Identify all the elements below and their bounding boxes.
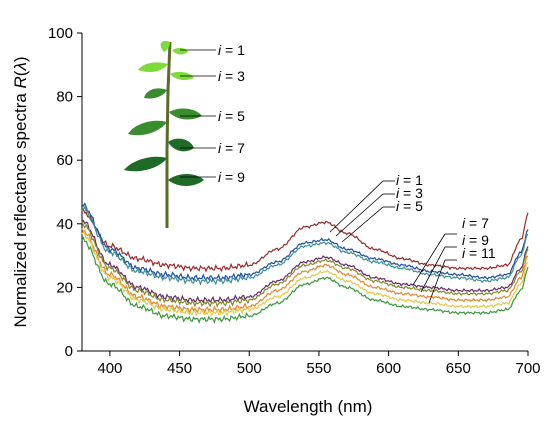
plant-label-value: = 9 <box>221 169 245 185</box>
x-tick-label: 500 <box>237 360 262 377</box>
x-tick-label: 550 <box>306 360 331 377</box>
plant-label-index: i <box>218 169 222 185</box>
spectrum-line-i5 <box>81 205 529 286</box>
callout-label-value: = 7 <box>465 215 489 231</box>
axes: 0 20 40 60 80 100 400 450 500 550 600 650 700 <box>48 25 541 377</box>
callout-label: i = 1 <box>396 172 423 188</box>
y-tick-label: 40 <box>56 216 73 233</box>
leaf-icon <box>124 156 167 172</box>
callout-leader <box>329 180 384 233</box>
plant-label: i = 5 <box>218 108 245 124</box>
spectrum-line-i11 <box>81 236 529 324</box>
leaf-icon <box>172 47 188 55</box>
callout-label: i = 5 <box>396 198 423 214</box>
leaf-icon <box>169 108 202 120</box>
callout-label-value: = 11 <box>465 245 496 261</box>
leaf-icon <box>138 62 168 72</box>
stem-icon <box>165 41 172 228</box>
x-axis-title: Wavelength (nm) <box>244 397 373 416</box>
callout-leader <box>341 206 384 243</box>
y-axis-title-paren-open: ( <box>11 70 30 76</box>
callout-label: i = 7 <box>462 215 489 231</box>
callout-label-value: = 9 <box>465 232 489 248</box>
spectrum-line-i9 <box>81 228 529 314</box>
y-axis-title: Normalized reflectance spectra R(λ) <box>11 56 30 327</box>
plant-illustration: i = 1i = 3i = 5i = 7i = 9 <box>124 40 245 228</box>
callout-label-index: i <box>462 245 466 261</box>
callout-layer: i = 1i = 3i = 5i = 7i = 9i = 11 <box>329 172 496 304</box>
spectrum-line-i7 <box>81 219 529 304</box>
x-tick-label: 600 <box>376 360 401 377</box>
plant-label-value: = 1 <box>221 42 245 58</box>
callout-label-value: = 5 <box>399 198 423 214</box>
callout-label: i = 3 <box>396 185 423 201</box>
plant-label: i = 7 <box>218 140 245 156</box>
y-axis-title-lambda: λ <box>11 62 30 71</box>
y-tick-label: 60 <box>56 152 73 169</box>
callout-label: i = 9 <box>462 232 489 248</box>
leaf-icon <box>144 88 167 99</box>
y-axis-title-italic: R <box>11 76 30 88</box>
y-tick-label: 0 <box>65 343 73 360</box>
plant-label-index: i <box>218 42 222 58</box>
plant-label: i = 3 <box>218 68 245 84</box>
y-tick-label: 80 <box>56 89 73 106</box>
plant-label-index: i <box>218 140 222 156</box>
x-tick-label: 400 <box>97 360 122 377</box>
x-tick-label: 650 <box>446 360 471 377</box>
plant-label-value: = 3 <box>221 68 245 84</box>
callout-label-value: = 1 <box>399 172 423 188</box>
callout-leader <box>412 233 446 286</box>
callout-leader <box>335 193 384 237</box>
plant-label-index: i <box>218 68 222 84</box>
callout-leader <box>420 246 446 293</box>
x-tick-label: 450 <box>167 360 192 377</box>
leaf-icon <box>128 120 167 136</box>
spectrum-line-i1 <box>82 209 529 273</box>
plant-label-index: i <box>218 108 222 124</box>
y-tick-label: 20 <box>56 279 73 296</box>
plant-label-value: = 5 <box>221 108 245 124</box>
spectrum-line-series-4 <box>81 221 529 308</box>
callout-label-value: = 3 <box>399 185 423 201</box>
y-tick-label: 100 <box>48 25 73 42</box>
x-tick-label: 700 <box>515 360 540 377</box>
callout-leader <box>428 259 446 304</box>
callout-label-index: i <box>462 232 466 248</box>
spectrum-line-i3 <box>81 202 529 282</box>
series-layer <box>81 202 529 324</box>
spectrum-line-series-6 <box>81 230 529 318</box>
plant-label: i = 1 <box>218 42 245 58</box>
y-axis-title-paren-close: ) <box>11 56 30 62</box>
callout-label-index: i <box>462 215 466 231</box>
callout-label-index: i <box>396 172 400 188</box>
plant-label: i = 9 <box>218 169 245 185</box>
callout-label-index: i <box>396 185 400 201</box>
callout-label: i = 11 <box>462 245 496 261</box>
leaf-icon <box>168 138 194 152</box>
callout-label-index: i <box>396 198 400 214</box>
y-axis-title-main: Normalized reflectance spectra <box>11 88 30 327</box>
plant-label-value: = 7 <box>221 140 245 156</box>
leaf-icon <box>168 174 204 186</box>
leaf-icon <box>160 40 170 52</box>
